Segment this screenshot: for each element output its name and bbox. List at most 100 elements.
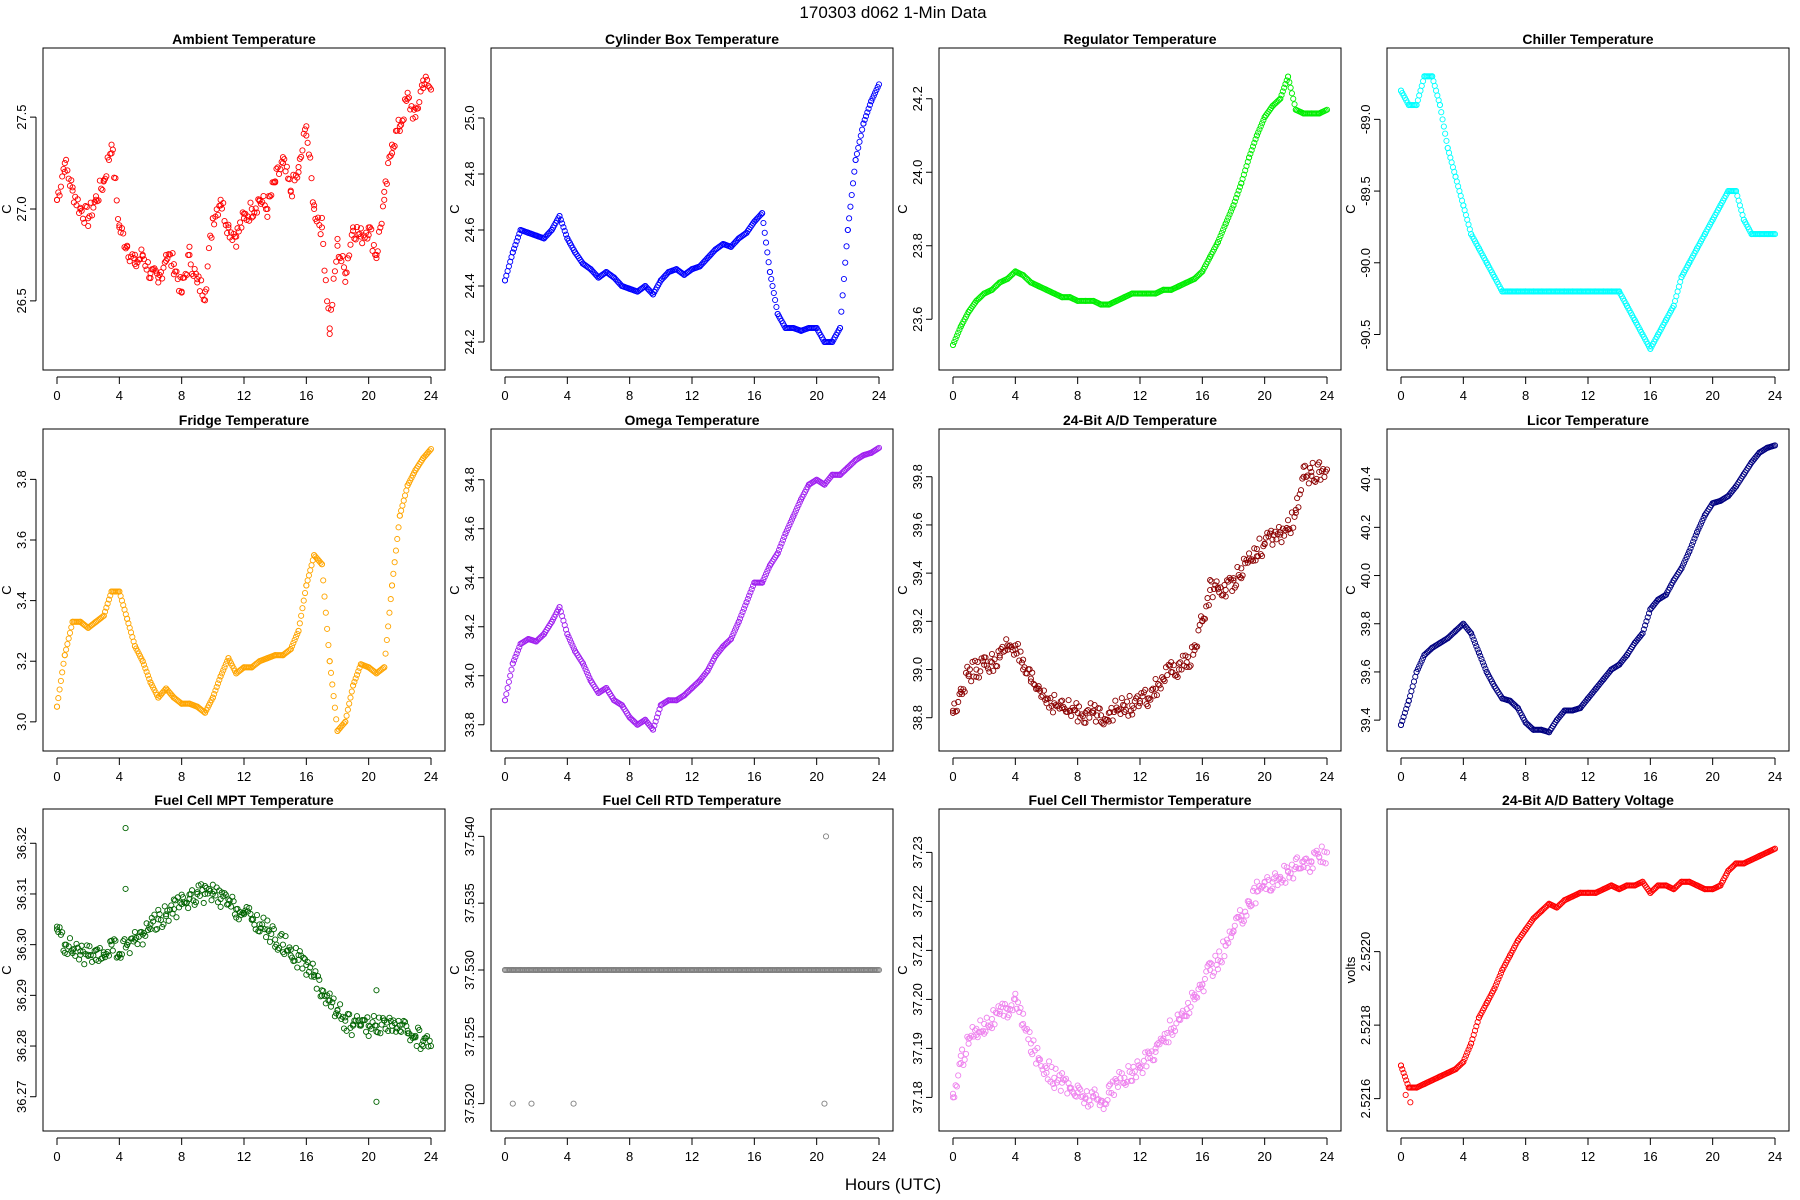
data-point — [673, 697, 680, 704]
data-point — [653, 714, 660, 721]
data-point — [299, 147, 306, 154]
data-point — [177, 273, 184, 281]
data-point — [1220, 226, 1227, 233]
plot-frame — [1386, 47, 1790, 371]
data-point — [1277, 531, 1284, 538]
data-point — [952, 335, 959, 342]
data-point — [357, 1022, 364, 1029]
data-point — [1059, 705, 1066, 712]
data-point — [344, 706, 351, 713]
data-point — [783, 527, 790, 534]
data-point — [1264, 874, 1271, 881]
data-point — [1732, 483, 1740, 490]
plot-frame — [938, 428, 1342, 752]
data-point — [765, 259, 772, 266]
panel-title: Fuel Cell MPT Temperature — [154, 792, 334, 808]
data-point — [1086, 714, 1093, 721]
data-point — [299, 605, 306, 612]
data-point — [501, 697, 509, 704]
data-point — [1253, 888, 1260, 895]
data-point — [774, 966, 781, 974]
x-tick-label: 20 — [1257, 1149, 1271, 1164]
x-tick-label: 24 — [872, 1149, 886, 1164]
y-axis: 24.224.424.624.825.0 — [462, 105, 485, 355]
data-point — [1164, 1029, 1171, 1037]
data-point — [1474, 1019, 1481, 1026]
data-point — [427, 86, 435, 93]
data-point — [376, 228, 383, 235]
data-point — [1616, 661, 1623, 668]
y-tick-label: 37.19 — [910, 1032, 925, 1065]
data-point — [1401, 1073, 1408, 1080]
data-point — [264, 213, 271, 220]
data-point — [1078, 711, 1085, 718]
data-point — [387, 596, 394, 603]
data-point — [1443, 137, 1450, 144]
data-point — [1027, 675, 1034, 682]
data-point — [237, 219, 244, 226]
data-point — [1231, 922, 1238, 929]
data-point — [1100, 1105, 1107, 1113]
data-point — [1645, 887, 1653, 895]
data-point — [1701, 231, 1708, 238]
data-point — [217, 903, 224, 910]
data-point — [290, 171, 297, 178]
data-point — [648, 289, 655, 297]
data-point — [794, 504, 801, 511]
data-point — [1771, 231, 1779, 238]
data-point — [626, 714, 633, 721]
data-point — [1309, 865, 1316, 872]
data-point — [987, 1022, 994, 1029]
data-point — [359, 240, 366, 247]
y-tick-label: 33.8 — [462, 712, 477, 737]
data-point — [1062, 1075, 1070, 1082]
data-point — [1436, 1073, 1444, 1080]
data-point — [642, 282, 649, 290]
data-point — [1152, 1048, 1159, 1055]
data-point — [955, 698, 962, 706]
panel-title: 24-Bit A/D Temperature — [1063, 412, 1217, 428]
data-point — [743, 599, 750, 606]
data-point — [1470, 1031, 1477, 1038]
data-point — [746, 592, 753, 599]
data-point — [736, 615, 744, 622]
data-point — [61, 160, 68, 167]
data-point — [852, 966, 859, 974]
x-tick-label: 4 — [1460, 769, 1467, 784]
data-point — [392, 547, 399, 554]
plot-frame — [938, 808, 1342, 1132]
data-point — [1275, 96, 1283, 104]
data-point — [240, 911, 248, 918]
data-point — [1475, 649, 1482, 656]
data-point — [1122, 1081, 1129, 1088]
data-point — [1696, 523, 1703, 530]
data-point — [194, 276, 201, 283]
data-point — [1166, 1017, 1173, 1024]
data-point — [295, 627, 302, 634]
data-point — [147, 270, 154, 277]
data-point — [757, 211, 764, 218]
data-point — [1020, 656, 1027, 663]
data-point — [766, 268, 773, 276]
data-point — [342, 278, 349, 285]
panel-title: Licor Temperature — [1527, 412, 1649, 428]
data-point — [131, 936, 138, 943]
data-point — [603, 966, 610, 974]
data-point — [373, 251, 380, 258]
data-point — [101, 608, 109, 615]
plot-frame — [1386, 808, 1790, 1132]
data-point — [1530, 726, 1537, 733]
data-point — [1236, 907, 1244, 914]
data-point — [147, 921, 154, 928]
data-point — [1638, 631, 1645, 639]
data-point — [330, 693, 337, 700]
data-point — [829, 338, 836, 346]
data-point — [1284, 868, 1292, 876]
data-point — [634, 966, 641, 974]
data-point — [1121, 294, 1128, 301]
data-point — [300, 597, 307, 604]
data-point — [322, 277, 329, 284]
data-point — [973, 673, 980, 680]
